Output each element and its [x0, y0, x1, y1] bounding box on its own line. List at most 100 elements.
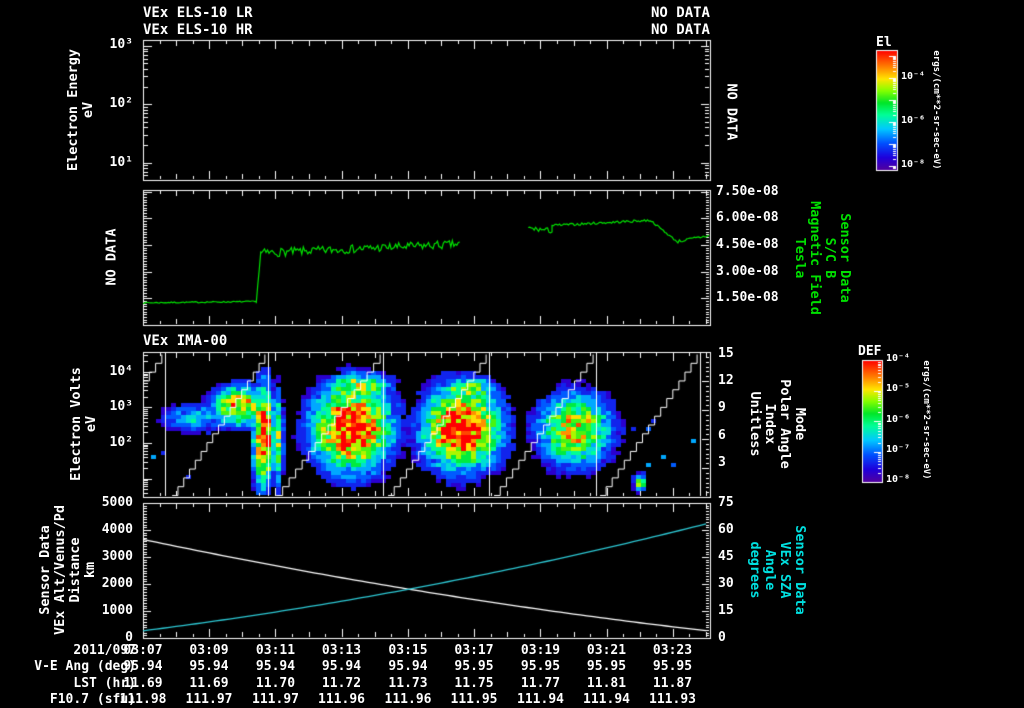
tick-label: 30	[718, 576, 734, 591]
footer-row-label: F10.7 (sfu)	[49, 692, 136, 707]
footer-cell: 11.87	[652, 676, 693, 691]
tick-label: 9	[718, 400, 726, 415]
tick-label: 4.50e-08	[716, 237, 779, 252]
footer-cell: 11.73	[388, 676, 428, 691]
footer-row-label: 2011/097	[73, 643, 136, 658]
tick-label: 10⁻⁸	[901, 159, 926, 170]
colorbar-ima-title: DEF	[858, 344, 882, 359]
rotated-label-line: ergs/(cm**2-sr-sec-eV)	[931, 50, 941, 170]
els-ylabel: Electron Energy eV	[65, 49, 96, 171]
els-no-data-vertical: NO DATA	[723, 83, 740, 141]
footer-cell: 03:07	[123, 643, 163, 658]
rotated-label-line: VEx SZA	[777, 541, 793, 599]
footer-cell: 11.77	[520, 676, 561, 691]
footer-cell: 03:19	[520, 643, 561, 658]
footer-cell: 111.95	[450, 692, 498, 707]
footer-cell: 111.93	[649, 692, 696, 707]
tick-label: 12	[718, 373, 734, 388]
tick-label: 3.00e-08	[716, 264, 779, 279]
tick-label: 3	[718, 455, 726, 470]
ima-ylabel: Electron Volts eV	[68, 367, 99, 481]
tick-label: 45	[718, 549, 734, 564]
footer-cell: 111.97	[252, 692, 299, 707]
footer-cell: 11.69	[123, 676, 163, 691]
els-hr-title: VEx ELS-10 HR	[143, 22, 253, 38]
footer-cell: 03:09	[189, 643, 229, 658]
footer-cell: 95.95	[520, 659, 561, 674]
rotated-label-line: Magnetic Field	[807, 201, 823, 315]
footer-cell: 95.95	[454, 659, 494, 674]
tick-label: 10⁻⁶	[886, 414, 911, 425]
footer-cell: 03:21	[586, 643, 627, 658]
tick-label: 1.50e-08	[716, 290, 779, 305]
tick-label: 10²	[109, 435, 133, 450]
ima-panel-title: VEx IMA-00	[143, 333, 228, 349]
rotated-label-line: S/C B	[822, 237, 838, 279]
footer-cell: 11.75	[454, 676, 494, 691]
rotated-label-line: Angle	[762, 549, 778, 591]
rotated-label-line: degrees	[747, 541, 763, 599]
tick-label: 0	[718, 630, 726, 645]
tick-label: 10⁻⁵	[886, 383, 911, 394]
rotated-label-line: eV	[83, 415, 99, 433]
tick-label: 60	[718, 522, 734, 537]
footer-cell: 111.97	[185, 692, 233, 707]
tick-label: 10⁻⁴	[886, 353, 911, 364]
tick-label: 6.00e-08	[716, 210, 779, 225]
els-hr-status: NO DATA	[650, 22, 710, 38]
tick-label: 10⁻⁴	[901, 71, 926, 82]
footer-cell: 03:11	[255, 643, 296, 658]
footer-cell: 11.70	[255, 676, 296, 691]
rotated-label-line: Sensor Data	[837, 213, 853, 303]
tick-label: 10⁻⁸	[886, 474, 911, 485]
tick-label: 1000	[101, 603, 133, 618]
footer-cell: 95.94	[255, 659, 296, 674]
footer-cell: 111.96	[384, 692, 432, 707]
footer-cell: 11.72	[321, 676, 362, 691]
rotated-label-line: Electron Volts	[68, 367, 84, 481]
tick-label: 10³	[109, 37, 133, 52]
footer-cell: 95.94	[189, 659, 229, 674]
colorbar-els-unit: ergs/(cm**2-sr-sec-eV)	[931, 50, 941, 169]
els-lr-title: VEx ELS-10 LR	[143, 5, 253, 21]
footer-cell: 03:13	[321, 643, 362, 658]
els-lr-status: NO DATA	[650, 5, 710, 21]
footer-cell: 95.95	[652, 659, 693, 674]
tick-label: 10³	[109, 399, 133, 414]
tick-label: 7.50e-08	[716, 184, 779, 199]
tick-label: 75	[718, 495, 734, 510]
footer-cell: 11.81	[586, 676, 627, 691]
tick-label: 5000	[101, 495, 133, 510]
tick-label: 10¹	[109, 155, 133, 170]
footer-cell: 03:17	[454, 643, 494, 658]
footer-cell: 95.94	[123, 659, 163, 674]
footer-cell: 111.94	[583, 692, 630, 707]
mag-no-data-vertical: NO DATA	[103, 228, 120, 286]
rotated-label-line: NO DATA	[103, 228, 120, 286]
rotated-label-line: eV	[80, 101, 96, 119]
tick-label: 0	[125, 630, 133, 645]
footer-cell: 11.69	[189, 676, 229, 691]
tick-label: 10⁴	[109, 364, 133, 379]
footer-cell: 95.94	[388, 659, 428, 674]
footer-row-label: LST (hr)	[73, 676, 136, 691]
footer-cell: 95.95	[586, 659, 627, 674]
footer-cell: 03:23	[652, 643, 693, 658]
rotated-label-line: NO DATA	[723, 83, 740, 141]
tick-label: 10⁻⁷	[886, 444, 911, 455]
tick-label: 2000	[101, 576, 133, 591]
tick-label: 4000	[101, 522, 133, 537]
footer-row-label: V-E Ang (deg)	[34, 659, 136, 674]
footer-cell: 111.98	[119, 692, 167, 707]
footer-cell: 111.94	[517, 692, 564, 707]
footer-cell: 95.94	[321, 659, 362, 674]
rotated-label-line: Electron Energy	[65, 49, 81, 171]
colorbar-els-title: El	[876, 35, 892, 50]
rotated-label-line: Sensor Data	[792, 525, 808, 615]
tick-label: 15	[718, 346, 734, 361]
tick-label: 3000	[101, 549, 133, 564]
tick-label: 10²	[109, 96, 133, 111]
sza-right-label: Sensor Data VEx SZA Angle degrees	[747, 525, 808, 615]
tick-label: 15	[718, 603, 734, 618]
